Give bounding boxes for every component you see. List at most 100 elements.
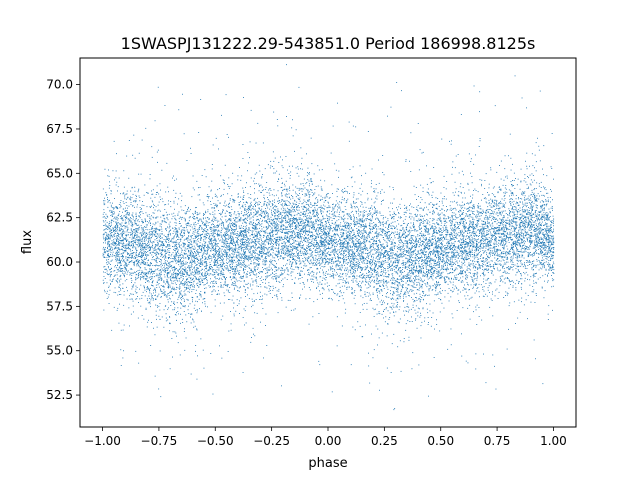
data-point	[219, 257, 221, 258]
data-point	[192, 286, 194, 288]
data-point	[138, 274, 140, 276]
data-point	[382, 271, 384, 272]
data-point	[218, 252, 220, 254]
data-point	[320, 235, 322, 237]
data-point	[297, 197, 299, 199]
data-point	[506, 219, 508, 221]
data-point	[446, 210, 447, 212]
data-point	[509, 219, 510, 221]
data-point	[171, 237, 173, 239]
data-point	[529, 252, 530, 254]
data-point	[271, 245, 273, 247]
data-point	[245, 217, 246, 219]
data-point	[533, 246, 535, 248]
data-point	[397, 262, 399, 264]
data-point	[347, 214, 349, 215]
data-point	[460, 251, 462, 253]
data-point	[196, 283, 198, 285]
data-point	[179, 259, 181, 260]
data-point	[307, 240, 309, 242]
data-point	[104, 266, 106, 267]
data-point	[316, 219, 318, 221]
data-point	[517, 210, 519, 212]
data-point	[198, 235, 200, 236]
data-point	[191, 271, 193, 273]
data-point	[299, 278, 301, 279]
data-point	[346, 273, 348, 275]
data-point	[450, 244, 452, 246]
data-point	[453, 212, 455, 214]
data-point	[401, 248, 403, 250]
data-point	[311, 231, 313, 233]
data-point	[343, 259, 345, 261]
data-point	[159, 269, 161, 270]
data-point	[439, 275, 441, 276]
data-point	[345, 254, 347, 256]
data-point	[524, 224, 526, 226]
data-point	[243, 265, 245, 267]
data-point	[226, 256, 228, 258]
data-point	[393, 333, 395, 335]
data-point	[295, 204, 297, 206]
data-point	[361, 269, 363, 271]
data-point	[296, 262, 298, 264]
data-point	[203, 298, 205, 300]
data-point	[305, 298, 307, 300]
data-point	[239, 235, 241, 237]
data-point	[336, 260, 337, 262]
data-point	[353, 274, 355, 276]
data-point	[114, 232, 116, 234]
data-point	[510, 261, 512, 263]
data-point	[455, 251, 457, 253]
data-point	[268, 202, 270, 204]
data-point	[308, 222, 310, 224]
data-point	[454, 277, 456, 278]
data-point	[468, 207, 469, 209]
data-point	[187, 244, 189, 245]
data-point	[351, 266, 353, 267]
data-point	[483, 223, 485, 225]
data-point	[253, 222, 255, 223]
data-point	[473, 208, 475, 210]
data-point	[328, 246, 329, 248]
data-point	[210, 240, 211, 242]
data-point	[194, 257, 195, 259]
data-point	[472, 230, 474, 232]
data-point	[284, 212, 286, 214]
data-point	[389, 240, 391, 242]
data-point	[402, 277, 404, 279]
data-point	[278, 173, 280, 175]
data-point	[256, 285, 258, 287]
data-point	[231, 229, 233, 231]
data-point	[211, 294, 213, 295]
data-point	[283, 239, 285, 240]
data-point	[529, 241, 531, 242]
data-point	[350, 216, 352, 218]
data-point	[390, 293, 391, 295]
data-point	[216, 255, 218, 257]
data-point	[309, 210, 311, 212]
data-point	[543, 297, 545, 299]
data-point	[534, 230, 536, 232]
data-point	[467, 245, 469, 247]
data-point	[153, 298, 154, 300]
data-point	[487, 223, 489, 225]
data-point	[507, 253, 509, 255]
data-point	[505, 221, 507, 223]
data-point	[418, 226, 420, 228]
data-point	[393, 306, 395, 308]
data-point	[200, 296, 202, 298]
data-point	[227, 234, 228, 235]
data-point	[489, 240, 491, 242]
data-point	[190, 247, 191, 248]
data-point	[518, 223, 520, 225]
data-point	[453, 246, 455, 248]
data-point	[120, 242, 122, 244]
data-point	[437, 292, 439, 294]
data-point	[462, 232, 464, 234]
data-point	[520, 217, 522, 218]
data-point	[502, 239, 504, 241]
data-point	[531, 211, 532, 213]
data-point	[354, 207, 356, 209]
data-point	[386, 232, 388, 234]
